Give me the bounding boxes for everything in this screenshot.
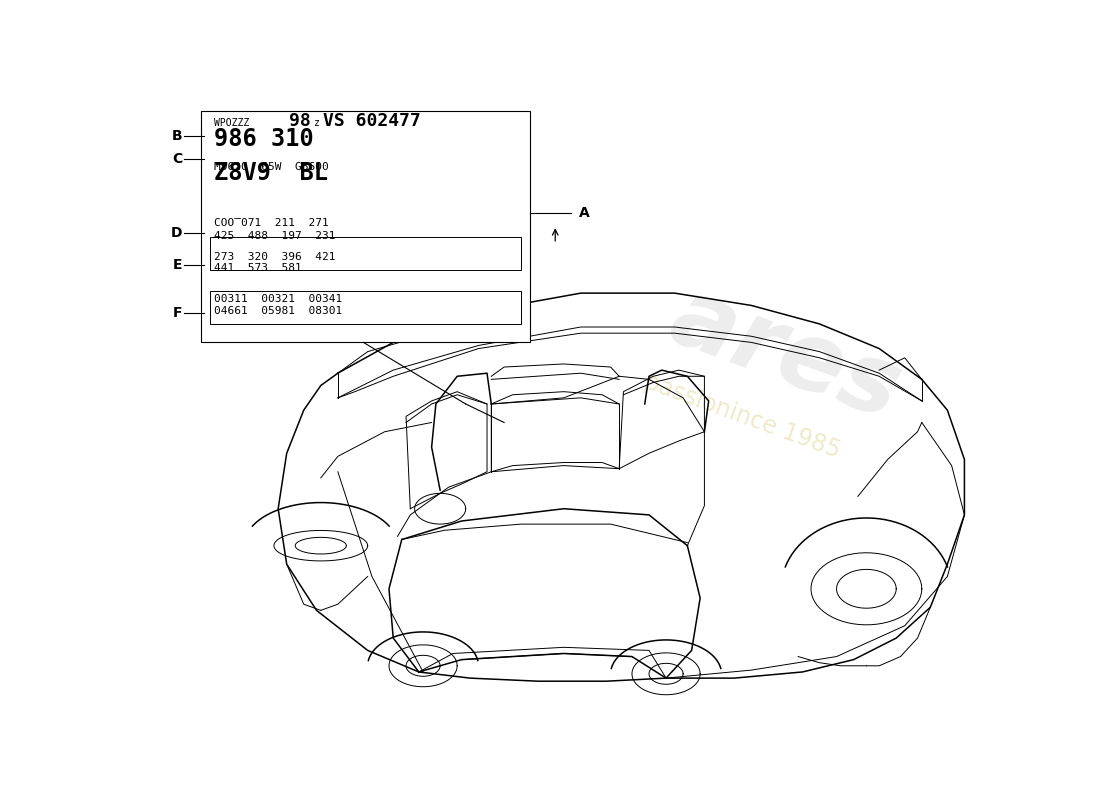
Text: ares: ares [658, 270, 913, 439]
Text: 00311  00321  00341: 00311 00321 00341 [214, 294, 342, 304]
Text: COO̅071  211  271: COO̅071 211 271 [214, 218, 329, 229]
Text: C: C [173, 152, 183, 166]
Text: A: A [579, 206, 590, 220]
Text: 98: 98 [289, 112, 311, 130]
Text: F: F [173, 306, 183, 320]
Text: D: D [172, 226, 183, 240]
Text: E: E [173, 258, 183, 273]
Text: 441  573  581: 441 573 581 [214, 263, 302, 274]
Bar [210, 237, 521, 270]
Text: B: B [172, 129, 183, 143]
Text: 425  488  197  231: 425 488 197 231 [214, 230, 336, 241]
Text: 04661  05981  08301: 04661 05981 08301 [214, 306, 342, 316]
Text: Z8V9  BL: Z8V9 BL [214, 162, 328, 186]
Text: z: z [314, 118, 320, 128]
Text: WPOZZZ: WPOZZZ [214, 118, 250, 128]
Text: M9620  65W  G8600: M9620 65W G8600 [214, 162, 329, 172]
Text: 986 310: 986 310 [214, 127, 314, 151]
Bar [201, 111, 530, 342]
Text: 273  320  396  421: 273 320 396 421 [214, 252, 336, 262]
Bar [210, 291, 521, 324]
Text: VS 602477: VS 602477 [323, 112, 421, 130]
Text: passionince 1985: passionince 1985 [641, 370, 844, 463]
